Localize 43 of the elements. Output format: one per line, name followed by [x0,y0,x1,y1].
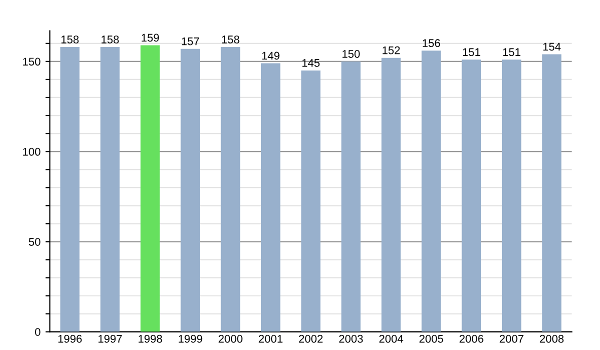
bar [462,60,482,332]
data-label: 151 [503,48,520,56]
data-label: 145 [302,59,320,67]
bar [220,47,240,332]
y-tick-label: 50 [28,238,40,246]
x-tick-label: 2008 [540,334,564,343]
bar [381,58,401,332]
bar [140,45,160,332]
data-label: 150 [342,50,360,58]
data-label: 159 [142,34,159,42]
x-tick-label: 2006 [460,334,484,343]
bar [100,47,120,332]
x-tick-label: 1996 [58,334,82,343]
x-tick-label: 1999 [178,334,202,343]
x-tick-label: 2007 [500,334,524,343]
data-label: 158 [102,36,119,44]
bar [502,60,522,332]
data-label: 157 [182,37,200,46]
bar [261,63,280,332]
x-tick-label: 2003 [339,334,363,343]
bar [542,54,562,332]
bar [341,61,361,332]
data-label: 158 [61,36,79,44]
y-tick-label: 0 [35,328,40,336]
x-tick-label: 2004 [379,334,404,343]
bar [422,50,441,332]
data-label: 151 [462,48,480,56]
y-tick-label: 100 [23,148,40,156]
data-label: 149 [262,52,280,60]
data-label: 156 [422,39,440,48]
x-tick-label: 1998 [138,334,162,343]
bar [301,70,320,332]
data-label: 154 [543,42,561,51]
y-tick-label: 150 [23,58,40,66]
x-tick-label: 2005 [419,334,444,343]
x-tick-label: 2000 [218,334,242,343]
x-tick-label: 2001 [258,334,282,343]
bar [60,47,80,332]
x-tick-label: 2002 [299,334,323,343]
data-label: 152 [382,46,400,54]
bar [180,48,200,332]
data-label: 158 [222,36,240,44]
x-tick-label: 1997 [98,334,122,343]
